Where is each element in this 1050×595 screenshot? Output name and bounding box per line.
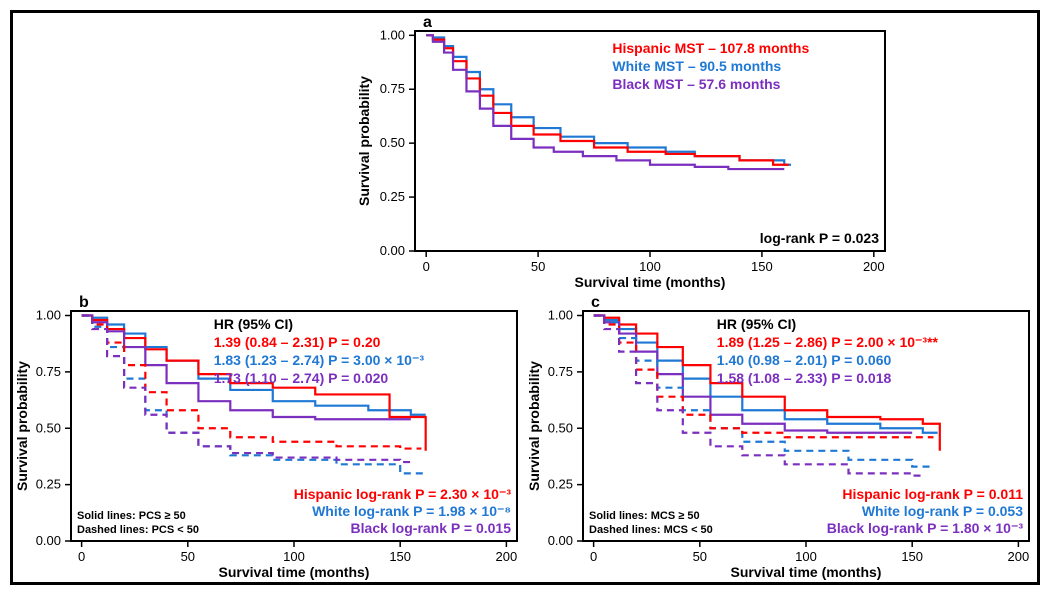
y-tick-label: 0.50 [380,135,405,150]
x-axis-label: Survival time (months) [575,274,726,290]
y-tick-label: 0.25 [36,477,61,492]
x-axis-label: Survival time (months) [731,564,882,580]
note-dashed: Dashed lines: MCS < 50 [589,524,713,536]
panel-b: 0 50 100 150 200 0.00 0.25 0.50 0.75 1.00 Survival… [13,293,525,583]
x-tick-label: 200 [863,259,885,274]
y-tick-label: 0.00 [548,533,573,548]
logrank-hispanic: Hispanic log-rank P = 2.30 × 10⁻³ [294,486,512,502]
x-axis-label: Survival time (months) [219,564,370,580]
hr-title: HR (95% CI) [717,316,796,332]
hr-black: 1.58 (1.08 – 2.33) P = 0.018 [717,370,892,386]
bottom-row: 0 50 100 150 200 0.00 0.25 0.50 0.75 1.00 Survival… [13,293,1037,583]
legend-white: White MST – 90.5 months [612,58,781,74]
logrank-white: White log-rank P = 1.98 × 10⁻⁸ [312,503,511,519]
x-tick-label: 150 [751,259,773,274]
chart-c: 0 50 100 150 200 0.00 0.25 0.50 0.75 1.00 Survival… [525,293,1037,583]
figure-container: 0 50 100 150 200 0.00 0.25 0.50 0.75 1.00 Survival… [10,10,1040,585]
x-tick-label: 150 [389,549,411,564]
y-axis-label: Survival probability [526,361,542,491]
top-row: 0 50 100 150 200 0.00 0.25 0.50 0.75 1.00 Survival… [13,13,1037,293]
y-tick-label: 0.00 [380,243,405,258]
y-tick-label: 1.00 [548,308,573,323]
y-tick-label: 0.50 [548,420,573,435]
logrank-white: White log-rank P = 0.053 [862,503,1023,519]
logrank-p: log-rank P = 0.023 [760,230,879,246]
y-tick-label: 0.75 [548,364,573,379]
y-tick-label: 0.75 [380,81,405,96]
y-tick-label: 0.25 [380,189,405,204]
panel-c: 0 50 100 150 200 0.00 0.25 0.50 0.75 1.00 Survival… [525,293,1037,583]
logrank-black: Black log-rank P = 1.80 × 10⁻³ [827,520,1024,536]
legend-black: Black MST – 57.6 months [612,76,780,92]
y-tick-label: 1.00 [36,308,61,323]
y-axis-label: Survival probability [356,76,372,206]
panel-letter: c [591,294,600,311]
note-solid: Solid lines: PCS ≥ 50 [77,510,186,522]
x-tick-label: 0 [590,549,597,564]
x-tick-label: 100 [639,259,661,274]
x-tick-label: 50 [181,549,195,564]
logrank-hispanic: Hispanic log-rank P = 0.011 [842,486,1023,502]
x-tick-label: 0 [78,549,85,564]
y-tick-label: 0.00 [36,533,61,548]
y-tick-label: 0.75 [36,364,61,379]
hr-white: 1.40 (0.98 – 2.01) P = 0.060 [717,352,892,368]
y-tick-label: 0.50 [36,420,61,435]
x-tick-label: 50 [693,549,707,564]
x-tick-label: 100 [795,549,817,564]
x-tick-label: 100 [283,549,305,564]
legend-hispanic: Hispanic MST – 107.8 months [612,40,809,56]
panel-letter: b [79,294,89,311]
x-tick-label: 0 [423,259,430,274]
logrank-black: Black log-rank P = 0.015 [351,520,512,536]
y-axis-label: Survival probability [14,361,30,491]
note-dashed: Dashed lines: PCS < 50 [77,524,199,536]
chart-b: 0 50 100 150 200 0.00 0.25 0.50 0.75 1.00 Survival… [13,293,525,583]
hr-title: HR (95% CI) [214,316,293,332]
hr-hispanic: 1.89 (1.25 – 2.86) P = 2.00 × 10⁻³** [717,334,939,350]
hr-hispanic: 1.39 (0.84 – 2.31) P = 0.20 [214,334,381,350]
hr-black: 1.73 (1.10 – 2.74) P = 0.020 [214,370,389,386]
panel-letter: a [423,14,432,31]
note-solid: Solid lines: MCS ≥ 50 [589,510,700,522]
chart-a: 0 50 100 150 200 0.00 0.25 0.50 0.75 1.00 Survival… [355,13,895,293]
x-tick-label: 150 [901,549,923,564]
hr-white: 1.83 (1.23 – 2.74) P = 3.00 × 10⁻³ [214,352,425,368]
y-tick-label: 0.25 [548,477,573,492]
x-tick-label: 200 [496,549,518,564]
y-tick-label: 1.00 [380,27,405,42]
x-tick-label: 50 [531,259,545,274]
panel-a: 0 50 100 150 200 0.00 0.25 0.50 0.75 1.00 Survival… [355,13,895,293]
x-tick-label: 200 [1008,549,1030,564]
